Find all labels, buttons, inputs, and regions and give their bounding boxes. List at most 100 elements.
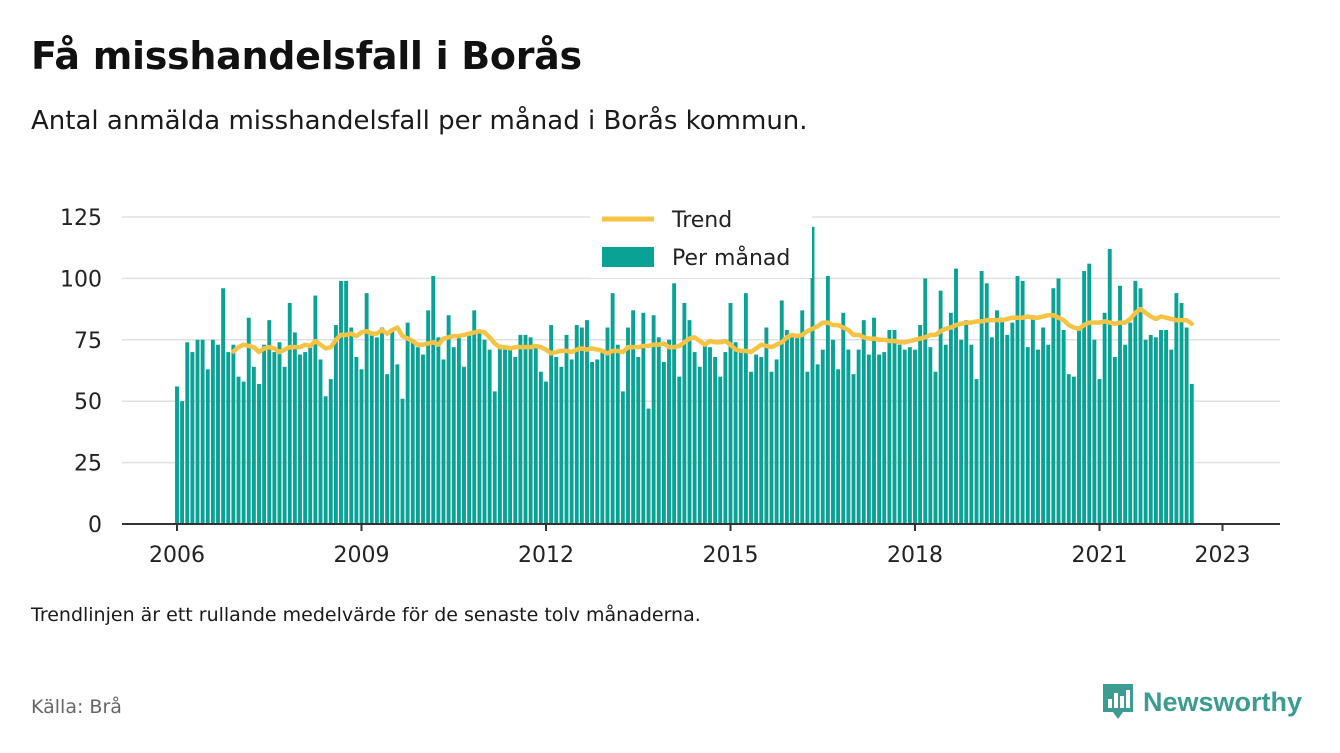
bar: [733, 342, 738, 524]
bar: [497, 344, 502, 524]
bar: [964, 320, 969, 524]
bar: [564, 334, 569, 524]
bar: [559, 366, 564, 524]
y-tick-label: 125: [60, 206, 102, 231]
bar: [1148, 334, 1153, 524]
bar: [820, 349, 825, 524]
bar: [897, 344, 902, 524]
bar: [764, 327, 769, 524]
bar: [272, 352, 277, 524]
trend-line: [231, 306, 1194, 356]
bar: [984, 283, 989, 524]
x-tick-label: 2023: [1195, 543, 1251, 568]
bar: [636, 356, 641, 524]
bar: [231, 344, 236, 524]
bar: [697, 366, 702, 524]
bar: [395, 364, 400, 524]
bar: [877, 354, 882, 524]
bar: [856, 349, 861, 524]
bar: [1123, 344, 1128, 524]
bar: [1189, 384, 1194, 524]
bar: [790, 337, 794, 524]
bar-chart-speech-bubble-icon: [1103, 684, 1133, 719]
bar: [308, 347, 313, 524]
legend-swatch-per-manad: [602, 247, 654, 267]
bar: [979, 271, 984, 524]
bar: [462, 366, 466, 524]
bar: [354, 356, 359, 524]
bar: [467, 332, 472, 524]
bar: [933, 371, 938, 524]
bar: [400, 398, 405, 524]
bar: [1051, 288, 1056, 524]
bar: [1153, 337, 1158, 524]
bar: [446, 315, 451, 524]
bar: [477, 332, 482, 524]
bar: [892, 329, 897, 524]
bar: [779, 300, 784, 524]
bar: [1020, 280, 1025, 524]
bar: [333, 325, 338, 524]
bar: [805, 371, 810, 524]
bar: [646, 408, 651, 524]
x-tick-label: 2015: [703, 543, 759, 568]
trend-line-layer: [231, 306, 1194, 356]
bar: [349, 327, 354, 524]
bars-per-manad: [175, 226, 1194, 524]
bar: [518, 334, 523, 524]
bar: [456, 334, 461, 524]
x-axis: 2006 2009 2012 2015 2018 2021 2023: [122, 523, 1280, 568]
bar: [661, 361, 666, 524]
bar: [1036, 349, 1040, 524]
bar: [651, 315, 656, 524]
y-tick-label: 100: [60, 267, 102, 292]
bar: [882, 352, 887, 524]
bar: [656, 337, 661, 524]
bar: [282, 366, 287, 524]
legend-label-per-manad: Per månad: [672, 245, 790, 271]
bar: [538, 371, 543, 524]
bar: [728, 302, 733, 524]
bar: [1174, 293, 1179, 524]
bar: [943, 344, 948, 524]
bar: [441, 359, 446, 524]
bar: [415, 347, 420, 524]
bar: [426, 310, 431, 524]
bar: [851, 374, 856, 524]
bar: [1102, 312, 1107, 524]
bar: [405, 322, 410, 524]
bar: [836, 369, 841, 524]
bar: [938, 290, 943, 524]
bar: [1128, 322, 1133, 524]
bar: [257, 384, 261, 524]
brand-name: Newsworthy: [1143, 686, 1303, 717]
bar: [523, 334, 528, 524]
bar: [769, 371, 774, 524]
bar: [487, 349, 492, 524]
bar: [236, 376, 241, 524]
bar: [918, 325, 923, 524]
bar: [610, 293, 615, 524]
bar: [421, 354, 425, 524]
bar: [928, 347, 933, 524]
bar: [508, 349, 513, 524]
bar: [1000, 317, 1005, 524]
x-tick-label: 2009: [334, 543, 390, 568]
bar: [544, 381, 548, 524]
bar: [369, 334, 374, 524]
legend-label-trend: Trend: [671, 208, 732, 233]
x-tick-label: 2006: [149, 543, 205, 568]
bar: [800, 310, 805, 524]
bar: [1159, 329, 1163, 524]
bar: [600, 349, 605, 524]
bar: [1133, 280, 1138, 524]
bar: [743, 293, 748, 524]
bar: [1097, 379, 1102, 524]
bar: [841, 312, 846, 524]
bar: [708, 347, 712, 524]
bar: [205, 369, 210, 524]
bar: [185, 342, 190, 524]
bar: [1056, 278, 1061, 524]
bar: [359, 369, 364, 524]
bar: [825, 275, 830, 524]
